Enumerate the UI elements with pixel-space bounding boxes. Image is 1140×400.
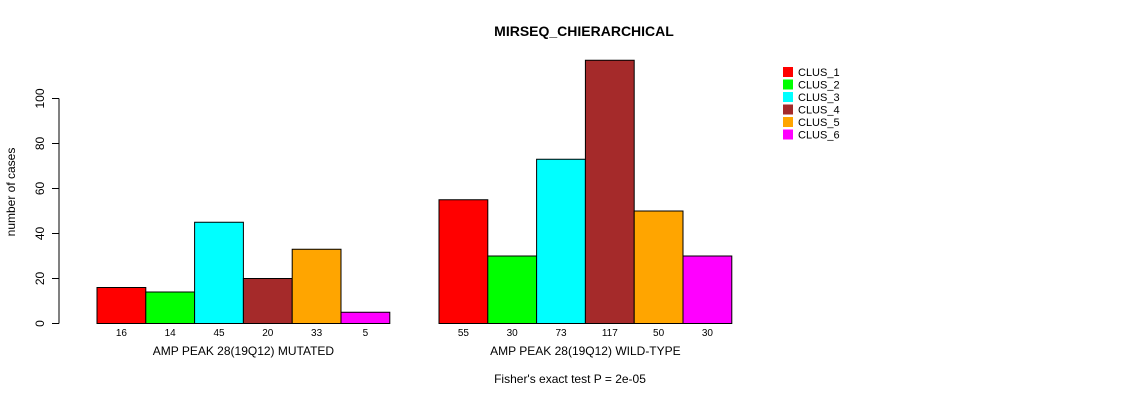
legend-swatch-clus_5 bbox=[783, 117, 793, 127]
group-label-1: AMP PEAK 28(19Q12) MUTATED bbox=[153, 344, 335, 358]
fisher-test-footnote: Fisher's exact test P = 2e-05 bbox=[494, 372, 646, 386]
legend-label-clus_1: CLUS_1 bbox=[798, 67, 840, 79]
legend-swatch-clus_1 bbox=[783, 67, 793, 77]
bar-value-label: 73 bbox=[555, 328, 567, 339]
group-labels: AMP PEAK 28(19Q12) MUTATED AMP PEAK 28(19… bbox=[153, 344, 681, 358]
bar-value-label: 5 bbox=[363, 328, 369, 339]
y-tick-label-80: 80 bbox=[33, 137, 47, 151]
bar-value-label: 14 bbox=[165, 328, 177, 339]
y-tick-label-40: 40 bbox=[33, 227, 47, 241]
bars bbox=[96, 59, 733, 324]
group-label-2: AMP PEAK 28(19Q12) WILD-TYPE bbox=[490, 344, 681, 358]
legend-label-clus_2: CLUS_2 bbox=[798, 80, 840, 92]
y-tick-label-60: 60 bbox=[33, 182, 47, 196]
y-tick-label-100: 100 bbox=[33, 88, 47, 108]
bar-value-label: 45 bbox=[213, 328, 225, 339]
bar-clus_1-group-1 bbox=[96, 287, 147, 324]
y-axis-label: number of cases bbox=[4, 148, 18, 237]
legend-label-clus_4: CLUS_4 bbox=[798, 105, 840, 117]
bar-value-label: 20 bbox=[262, 328, 274, 339]
legend-label-clus_5: CLUS_5 bbox=[798, 117, 840, 129]
bar-clus_2-group-1 bbox=[145, 291, 196, 324]
bar-value-label: 30 bbox=[507, 328, 519, 339]
bar-clus_1-group-2 bbox=[438, 199, 489, 324]
bar-value-labels: 16 14 45 20 33 5 55 30 73 117 50 30 bbox=[116, 328, 714, 339]
bar-value-label: 16 bbox=[116, 328, 128, 339]
legend-swatch-clus_2 bbox=[783, 79, 793, 90]
legend-label-clus_6: CLUS_6 bbox=[798, 130, 840, 142]
y-tick-label-0: 0 bbox=[33, 320, 47, 327]
bar-clus_5-group-1 bbox=[291, 248, 342, 324]
y-axis: 0 20 40 60 80 100 bbox=[33, 88, 60, 327]
bar-value-label: 50 bbox=[653, 328, 665, 339]
bar-clus_2-group-2 bbox=[487, 255, 538, 324]
legend-label-clus_3: CLUS_3 bbox=[798, 92, 840, 104]
bar-clus_5-group-2 bbox=[633, 210, 684, 324]
bar-clus_6-group-1 bbox=[340, 311, 391, 324]
legend-swatch-clus_6 bbox=[783, 129, 793, 140]
bar-value-label: 55 bbox=[458, 328, 470, 339]
y-tick-label-20: 20 bbox=[33, 272, 47, 286]
legend-swatch-clus_4 bbox=[783, 104, 793, 115]
legend-swatch-clus_3 bbox=[783, 92, 793, 102]
bar-clus_3-group-2 bbox=[536, 158, 586, 324]
bar-value-label: 117 bbox=[602, 328, 618, 339]
bar-clus_4-group-1 bbox=[242, 278, 293, 324]
bar-value-label: 33 bbox=[311, 328, 323, 339]
bar-value-label: 30 bbox=[702, 328, 714, 339]
bar-clus_3-group-1 bbox=[194, 221, 244, 324]
bar-clus_6-group-2 bbox=[682, 255, 733, 324]
chart-title: MIRSEQ_CHIERARCHICAL bbox=[494, 23, 674, 39]
bar-clus_4-group-2 bbox=[584, 59, 635, 324]
